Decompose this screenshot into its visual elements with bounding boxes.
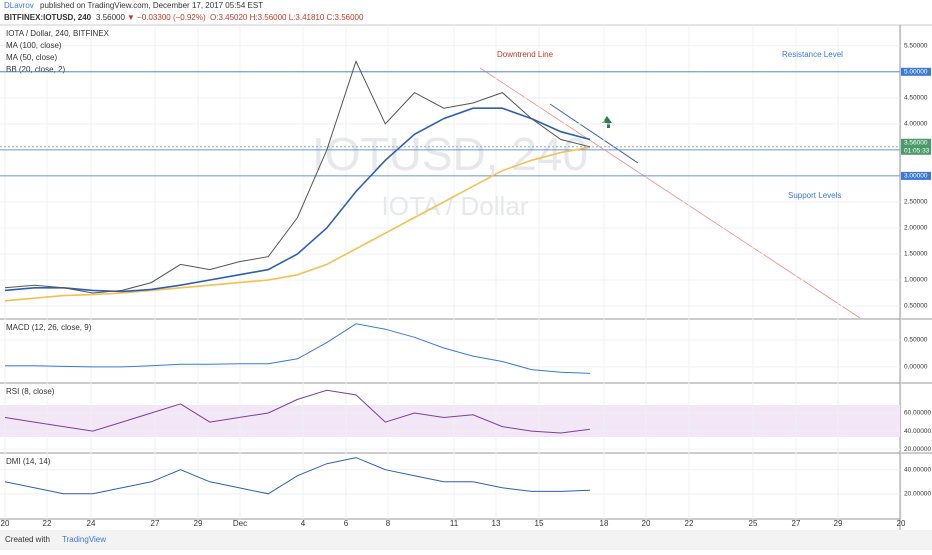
ma-line [4,146,591,302]
x-tick-label: 20 [642,519,651,528]
watermark: IOTUSD, 240 [312,128,588,180]
footer-brand[interactable]: TradingView [62,535,106,544]
y-tick-label: 2.00000 [904,225,928,232]
y-tick-label: 0.00000 [904,364,928,371]
x-tick-label: 20 [897,519,906,528]
level-tag [901,171,931,180]
trend-channel [549,103,639,164]
annotation: Support Levels [788,191,841,200]
x-tick-label: 13 [492,519,501,528]
last-price: 3.56000 [96,13,125,22]
panel-title: IOTA / Dollar, 240, BITFINEX [6,29,110,38]
x-tick-label: 20 [1,519,10,528]
level-tag [901,67,931,76]
y-tick-label: 5.50000 [904,42,928,49]
indicator-line [4,457,591,495]
legend-entry: MA (50, close) [6,53,57,62]
y-tick-label: 0.50000 [904,303,928,310]
x-tick-label: 29 [834,519,843,528]
annotation: Resistance Level [782,50,843,59]
ohlc: O:3.45020 H:3.56000 L:3.41810 C:3.56000 [210,13,364,22]
y-tick-label: 60.00000 [904,410,931,417]
y-tick-label: 2.50000 [904,199,928,206]
arrow-stem [607,123,610,128]
rsi-band [0,405,900,437]
x-tick-label: 15 [535,519,544,528]
y-tick-label: 1.50000 [904,251,928,258]
x-tick-label: 4 [301,519,306,528]
x-tick-label: 29 [194,519,203,528]
x-tick-label: 8 [386,519,391,528]
y-tick-label: 0.50000 [904,337,928,344]
x-tick-label: 18 [600,519,609,528]
y-tick-label: 4.00000 [904,121,928,128]
level-label: 5.00000 [904,69,928,76]
author[interactable]: DLavrov [4,1,34,10]
level-label: 3.00000 [904,173,928,180]
x-tick-label: 27 [792,519,801,528]
y-tick-label: 4.50000 [904,95,928,102]
last-price-tag [901,138,931,155]
x-tick-label: 11 [450,519,459,528]
change: ▼ −0.03300 (−0.92%) [127,13,206,22]
footer-bar [0,530,932,550]
x-tick-label: 27 [151,519,160,528]
annotation: Downtrend Line [497,50,554,59]
indicator-line [5,323,591,374]
legend-entry: BB (20, close, 2) [6,65,65,74]
y-tick-label: 20.00000 [904,491,931,498]
footer-created: Created with [5,535,50,544]
symbol: BITFINEX:IOTUSD, 240 [4,13,92,22]
panel-title: MACD (12, 26, close, 9) [6,323,92,332]
countdown: 01:05:33 [904,147,930,154]
y-tick-label: 40.00000 [904,466,931,473]
y-tick-label: 20.00000 [904,446,931,453]
x-tick-label: 22 [43,519,52,528]
x-tick-label: 24 [87,519,96,528]
x-tick-label: 6 [344,519,349,528]
ma-line [4,107,591,293]
x-tick-label: Dec [233,519,247,528]
downtrend-line [479,67,861,319]
panel-title: RSI (8, close) [6,387,55,396]
y-tick-label: 40.00000 [904,428,931,435]
published: published on TradingView.com, December 1… [40,1,263,10]
legend-entry: MA (100, close) [6,41,62,50]
x-tick-label: 22 [685,519,694,528]
last-price-label: 3.56000 [904,139,928,146]
indicator-line [4,389,591,434]
price-line [4,60,591,294]
y-tick-label: 1.00000 [904,277,928,284]
x-tick-label: 25 [749,519,758,528]
panel-title: DMI (14, 14) [6,457,51,466]
